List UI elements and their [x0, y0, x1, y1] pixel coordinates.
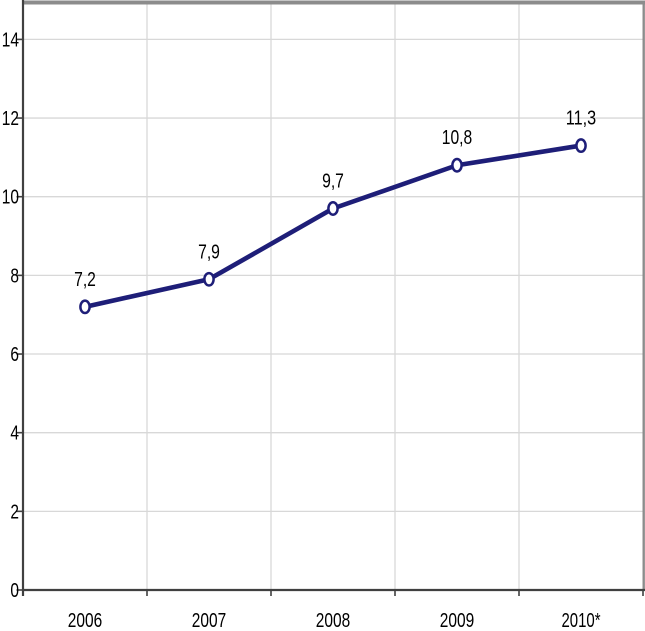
plot-area: [23, 4, 643, 590]
data-marker: [203, 271, 215, 287]
y-axis-label: 4: [10, 423, 19, 445]
data-label: 11,3: [566, 108, 596, 130]
y-axis-label: 10: [2, 187, 19, 209]
data-marker: [575, 138, 587, 154]
data-marker: [327, 201, 339, 216]
x-axis-label: 2007: [192, 610, 226, 631]
data-label: 10,8: [442, 127, 472, 149]
x-axis-label: 2009: [440, 610, 474, 631]
y-axis-label: 2: [10, 501, 19, 523]
y-axis-label: 0: [10, 580, 19, 602]
data-marker: [79, 299, 91, 315]
x-axis-label: 2008: [316, 610, 350, 631]
data-marker: [451, 157, 463, 173]
data-label: 7,9: [198, 241, 220, 263]
data-label: 7,2: [74, 269, 96, 291]
y-axis-label: 8: [10, 265, 19, 287]
x-axis-label: 2010*: [562, 610, 601, 631]
data-label: 9,7: [322, 171, 344, 193]
y-axis-label: 6: [10, 344, 19, 366]
x-axis-label: 2006: [68, 610, 102, 631]
y-axis-label: 14: [2, 29, 19, 51]
y-axis-label: 12: [2, 108, 19, 130]
